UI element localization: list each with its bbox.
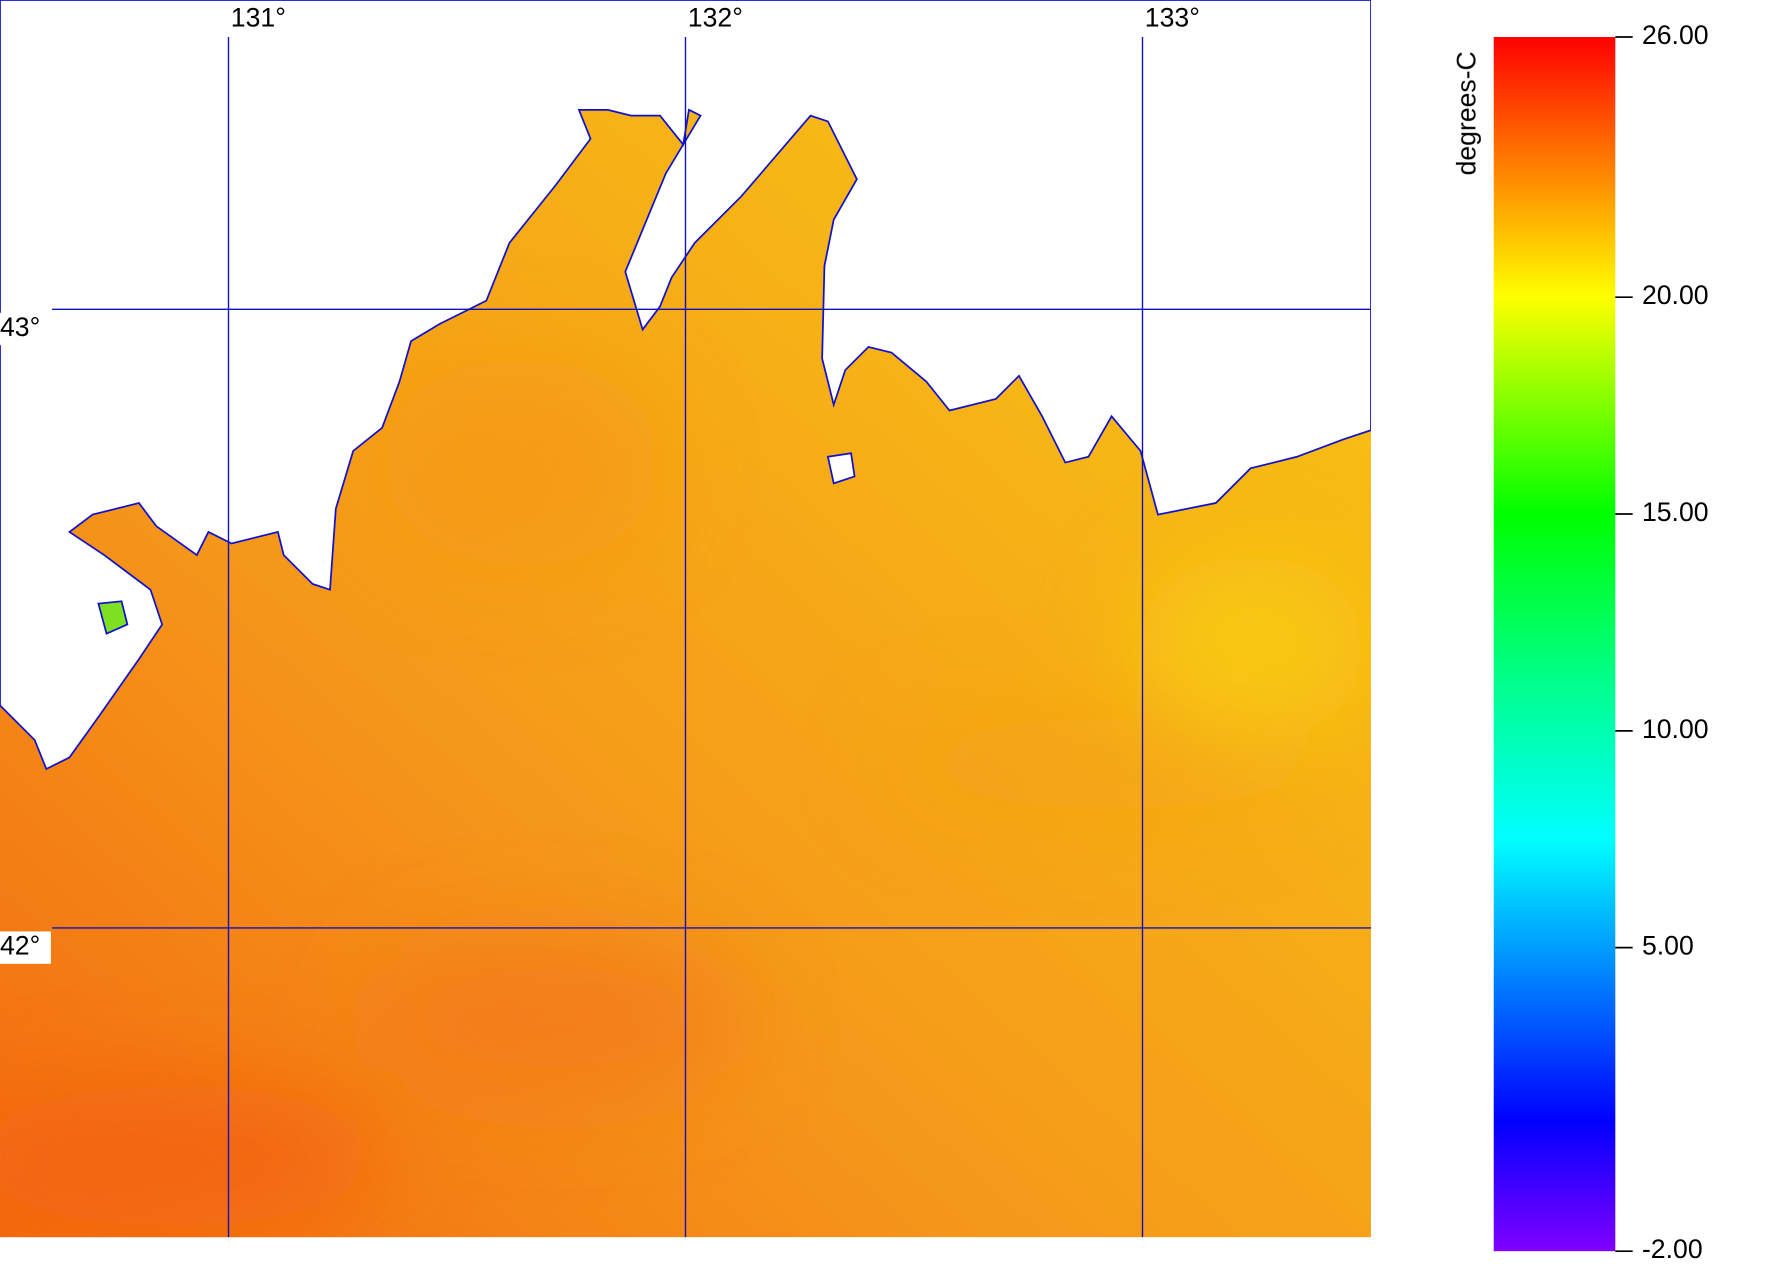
colorbar-title: degrees-C <box>1451 51 1481 175</box>
sea-texture <box>0 358 1367 1226</box>
colorbar-tick-label: 5.00 <box>1642 931 1694 961</box>
island <box>826 452 856 485</box>
colorbar-tick-label: 10.00 <box>1642 714 1709 744</box>
latitude-label: 42° <box>0 931 40 961</box>
colorbar-tick-label: 15.00 <box>1642 497 1709 527</box>
latitude-label: 43° <box>0 312 40 342</box>
label-background <box>0 312 51 346</box>
colorbar-tick-label: 20.00 <box>1642 280 1709 310</box>
land <box>0 0 1371 771</box>
longitude-label: 131° <box>231 3 286 33</box>
label-background <box>0 931 51 964</box>
colorbar <box>1493 37 1616 1252</box>
longitude-label: 133° <box>1145 3 1200 33</box>
longitude-label: 132° <box>688 3 743 33</box>
colorbar-tick-label: 26.00 <box>1642 20 1709 50</box>
colorbar-tick-label: -2.00 <box>1642 1234 1703 1264</box>
island <box>97 600 129 635</box>
graticule <box>52 37 1371 1238</box>
